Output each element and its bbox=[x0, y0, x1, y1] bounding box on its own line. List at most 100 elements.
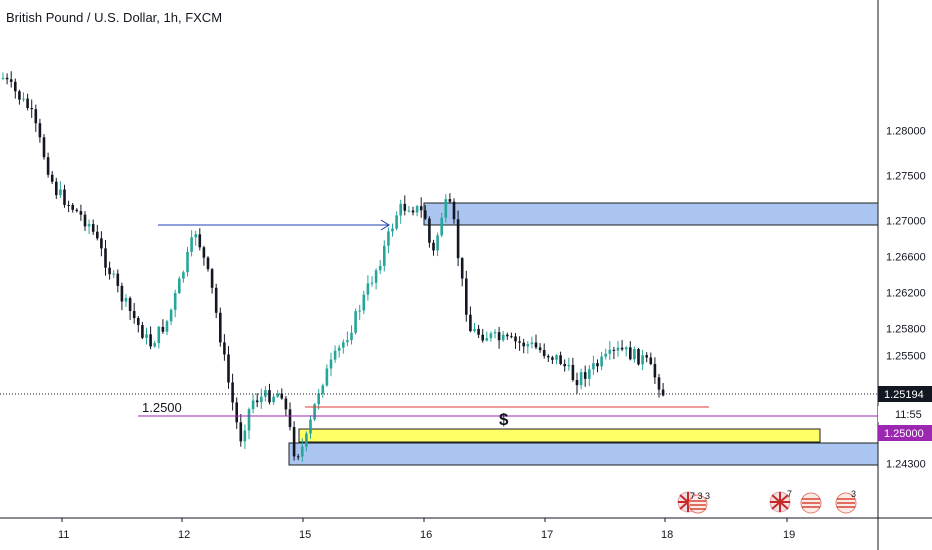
candle bbox=[510, 332, 513, 339]
x-tick-label: 15 bbox=[299, 529, 311, 541]
candle bbox=[165, 319, 169, 335]
candle bbox=[633, 346, 636, 363]
candle bbox=[501, 330, 505, 342]
target-box[interactable] bbox=[298, 428, 821, 443]
candle bbox=[530, 336, 534, 349]
candle bbox=[346, 331, 349, 347]
candle bbox=[227, 346, 230, 389]
candle bbox=[485, 331, 489, 342]
x-tick-label: 12 bbox=[178, 529, 190, 541]
candle bbox=[34, 104, 38, 132]
candle bbox=[383, 240, 386, 272]
candle bbox=[55, 177, 58, 199]
svg-text:11:55: 11:55 bbox=[895, 409, 922, 421]
candle bbox=[551, 355, 554, 364]
candle bbox=[46, 152, 50, 178]
candle bbox=[116, 269, 120, 293]
candle bbox=[231, 373, 234, 411]
candle bbox=[571, 357, 575, 382]
dollar-label: $ bbox=[499, 410, 509, 429]
candle bbox=[370, 276, 374, 287]
candle bbox=[411, 206, 415, 216]
candle bbox=[104, 239, 107, 276]
candle bbox=[629, 341, 632, 361]
candle bbox=[194, 230, 197, 246]
candle bbox=[264, 386, 267, 402]
candle bbox=[391, 223, 394, 237]
candle bbox=[342, 339, 345, 354]
level-label: 1.2500 bbox=[142, 400, 182, 415]
candle bbox=[198, 228, 202, 251]
horizontal-arrow[interactable] bbox=[158, 219, 390, 231]
symbol-title: British Pound / U.S. Dollar, 1h, FXCM bbox=[6, 10, 222, 25]
candle bbox=[161, 319, 165, 334]
candle bbox=[301, 438, 304, 462]
candle bbox=[567, 357, 571, 371]
y-tick-label: 1.25800 bbox=[886, 324, 926, 336]
candle bbox=[137, 316, 140, 333]
candle bbox=[395, 211, 398, 231]
candle bbox=[186, 247, 189, 277]
candle bbox=[588, 365, 591, 387]
candle bbox=[374, 268, 378, 290]
candle bbox=[280, 388, 284, 400]
candle bbox=[477, 324, 480, 339]
candle bbox=[366, 275, 370, 301]
candle bbox=[83, 211, 87, 231]
candle bbox=[407, 206, 411, 213]
candle bbox=[132, 303, 136, 324]
svg-text:1.25194: 1.25194 bbox=[884, 389, 924, 401]
candle bbox=[87, 219, 91, 235]
supply-zone[interactable] bbox=[423, 202, 879, 226]
events-cluster-2[interactable]: 7 3 bbox=[769, 489, 857, 514]
candle bbox=[219, 307, 222, 347]
candle bbox=[559, 351, 562, 366]
candle bbox=[284, 396, 288, 416]
event-count: 3 bbox=[851, 489, 856, 499]
candle bbox=[14, 78, 17, 99]
candle bbox=[235, 397, 238, 429]
candle bbox=[460, 257, 464, 287]
candle bbox=[653, 357, 657, 384]
candles bbox=[1, 71, 665, 462]
candle bbox=[141, 321, 144, 340]
candle bbox=[251, 394, 255, 414]
demand-zone[interactable] bbox=[288, 442, 879, 466]
candle bbox=[526, 341, 530, 354]
candle bbox=[657, 373, 661, 398]
events-cluster-1[interactable]: 7 3 3 bbox=[677, 491, 710, 514]
x-tick-label: 18 bbox=[661, 529, 673, 541]
y-tick-label: 1.26600 bbox=[886, 252, 926, 264]
y-tick-label: 1.27000 bbox=[886, 216, 926, 228]
candle bbox=[624, 346, 628, 357]
candle bbox=[534, 334, 538, 350]
event-counts: 7 3 3 bbox=[690, 491, 710, 501]
candle bbox=[63, 184, 66, 208]
y-tick-label: 1.28000 bbox=[886, 126, 926, 138]
candle bbox=[243, 424, 247, 449]
candle bbox=[91, 219, 95, 235]
candle bbox=[514, 332, 517, 349]
candle bbox=[1, 72, 5, 80]
candle bbox=[645, 352, 648, 363]
candle bbox=[112, 270, 115, 279]
candle bbox=[268, 383, 271, 405]
candle bbox=[59, 181, 62, 199]
candle bbox=[620, 339, 624, 352]
candle bbox=[178, 276, 181, 295]
y-tick-label: 1.26200 bbox=[886, 288, 926, 300]
candle bbox=[604, 348, 607, 360]
candle bbox=[465, 270, 468, 322]
candle bbox=[157, 325, 161, 349]
candle bbox=[432, 239, 435, 256]
candle bbox=[378, 260, 382, 274]
candle bbox=[350, 325, 353, 345]
candle bbox=[42, 134, 46, 160]
candle bbox=[436, 232, 439, 257]
x-tick-label: 17 bbox=[541, 529, 553, 541]
candle bbox=[612, 346, 616, 360]
candle bbox=[22, 92, 25, 102]
candle bbox=[309, 415, 312, 439]
y-tick-label: 1.27500 bbox=[886, 171, 926, 183]
